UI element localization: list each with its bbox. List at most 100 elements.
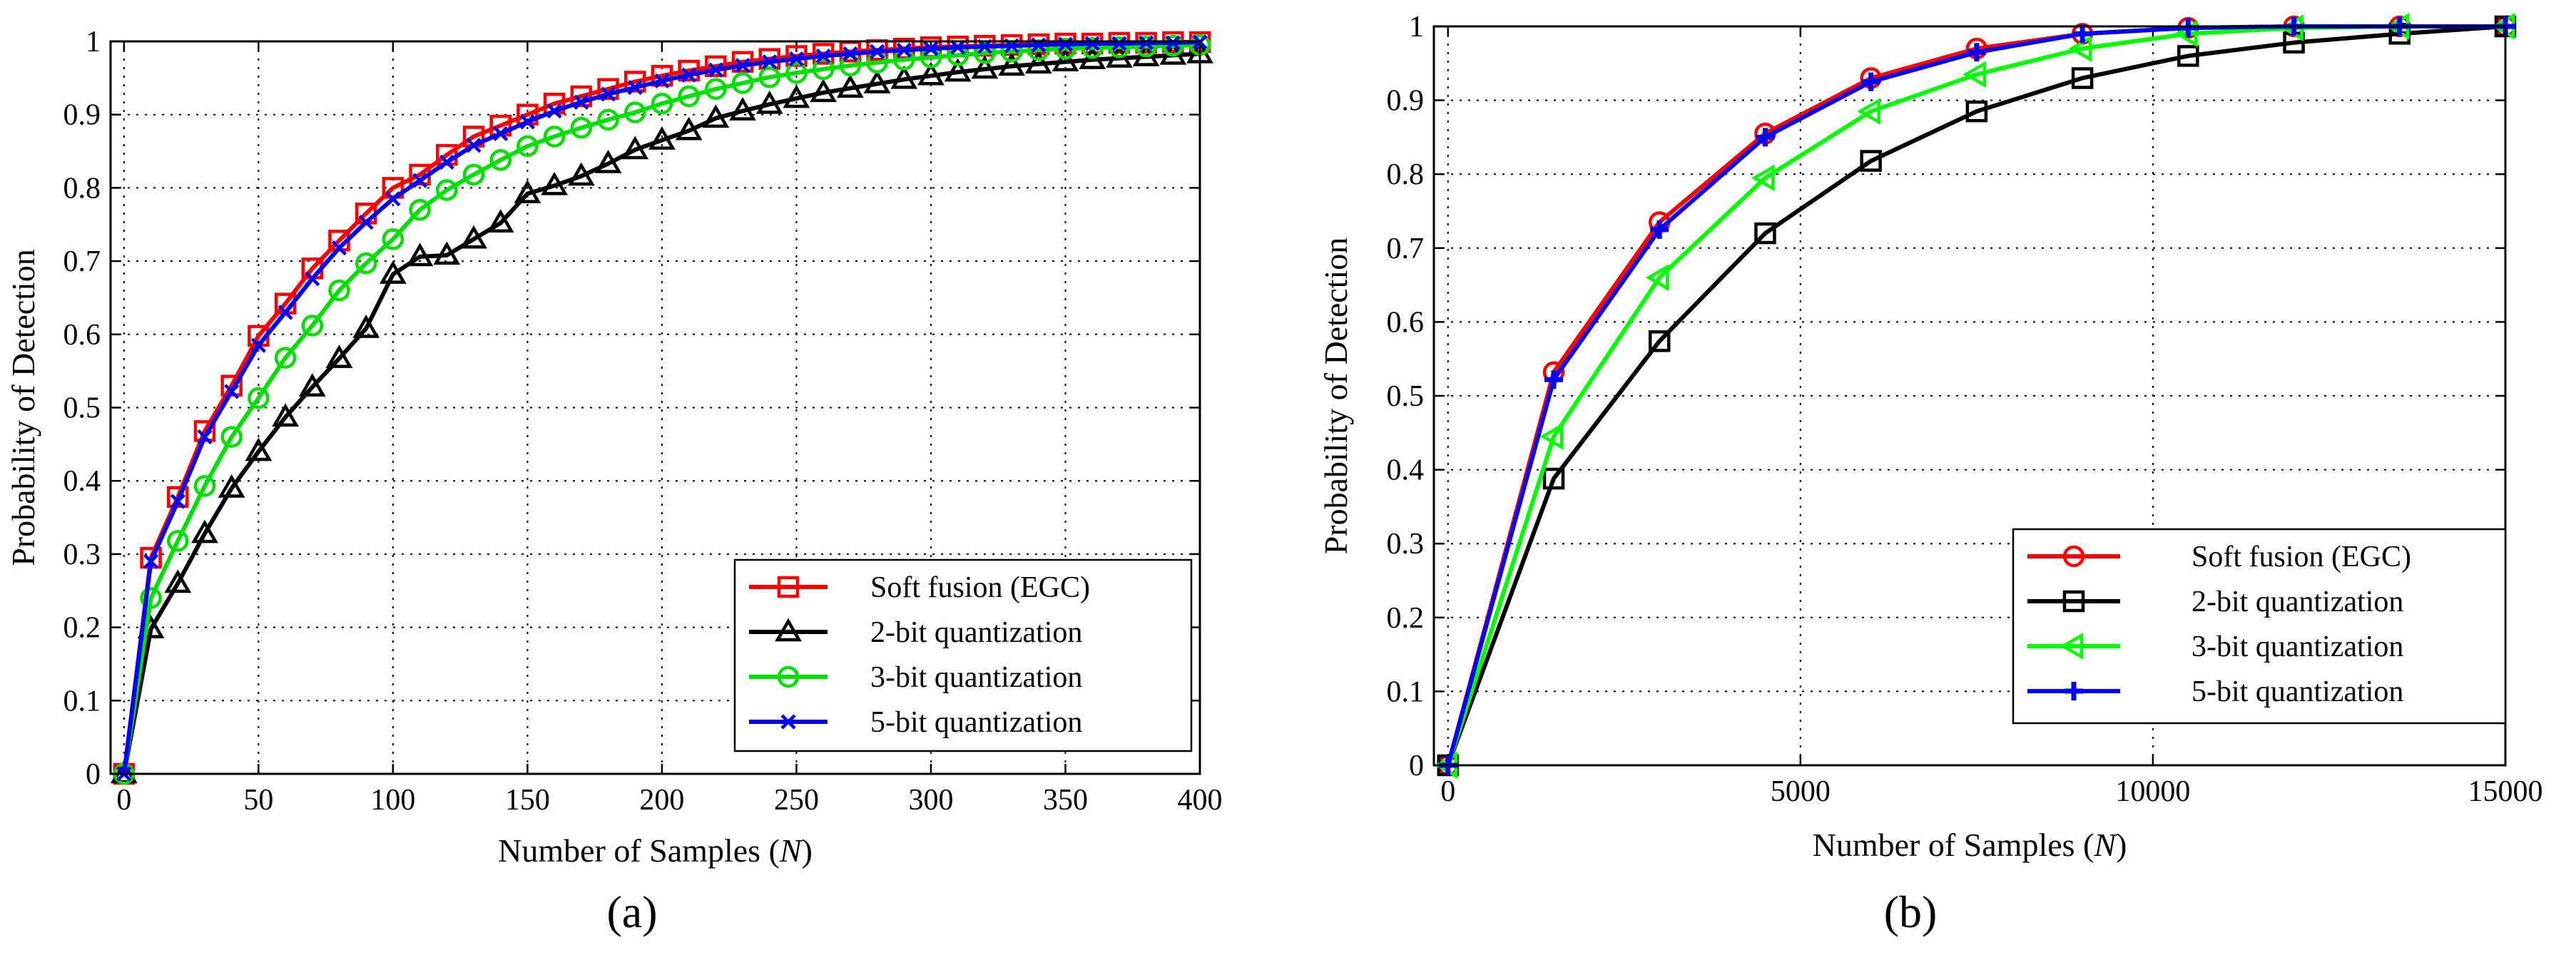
- legend: Soft fusion (EGC) 2-bit quantization 3-bit…: [733, 558, 1193, 752]
- data-point: [218, 474, 245, 498]
- panel-label: (a): [606, 887, 657, 937]
- legend-item: 3-bit quantization: [2027, 630, 2403, 663]
- series-group: [110, 31, 1213, 785]
- data-point: [406, 242, 434, 267]
- legend-marker: [780, 714, 796, 730]
- data-point: [842, 46, 858, 62]
- legend-item: Soft fusion (EGC): [2027, 541, 2411, 573]
- data-point: [810, 78, 838, 103]
- data-point: [863, 70, 891, 93]
- y-tick-label: 0.6: [1387, 306, 1425, 339]
- data-point: [944, 58, 972, 82]
- x-tick-label: 5000: [1771, 775, 1831, 808]
- legend-label: 2-bit quantization: [870, 616, 1082, 649]
- data-point: [1057, 36, 1074, 52]
- data-point: [678, 59, 700, 82]
- data-point: [519, 114, 535, 130]
- data-point: [546, 103, 562, 119]
- x-tick-label: 100: [370, 784, 415, 817]
- data-point: [224, 384, 240, 399]
- x-axis-label-var: N: [779, 832, 803, 869]
- data-point: [355, 252, 377, 275]
- data-point: [998, 52, 1025, 76]
- series-line: [121, 51, 1201, 775]
- legend-label: 2-bit quantization: [2191, 586, 2403, 618]
- data-point: [731, 72, 754, 94]
- legend-marker: [2065, 682, 2083, 700]
- data-point: [651, 93, 673, 115]
- data-point: [788, 51, 805, 67]
- legend: Soft fusion (EGC) 2-bit quantization 3-bit…: [2012, 528, 2507, 725]
- x-tick-label: 200: [639, 784, 684, 817]
- data-point: [2179, 19, 2198, 38]
- data-point: [1108, 36, 1131, 58]
- data-point: [1081, 36, 1104, 59]
- legend-item: 3-bit quantization: [749, 661, 1082, 694]
- data-point: [627, 80, 643, 96]
- data-point: [950, 39, 966, 55]
- series-5-bit-quantization: [116, 34, 1208, 782]
- data-point: [489, 149, 511, 171]
- data-point: [1648, 330, 1671, 352]
- data-point: [1054, 38, 1076, 60]
- x-tick-label: 250: [774, 784, 819, 817]
- y-tick-label: 0.2: [63, 612, 101, 645]
- x-tick-label: 50: [243, 784, 273, 817]
- data-point: [298, 373, 326, 397]
- data-point: [896, 42, 912, 58]
- data-point: [1052, 48, 1079, 72]
- data-point: [245, 437, 273, 461]
- data-point: [839, 54, 862, 77]
- data-point: [785, 61, 808, 84]
- data-point: [140, 587, 162, 609]
- data-point: [1650, 220, 1669, 239]
- data-point: [1857, 98, 1880, 126]
- legend-label: 5-bit quantization: [2191, 675, 2403, 708]
- legend-label: 3-bit quantization: [870, 661, 1082, 694]
- data-point: [460, 225, 487, 249]
- x-tick-label: 350: [1043, 784, 1088, 817]
- data-point: [191, 519, 218, 543]
- x-tick-label: 300: [908, 784, 953, 817]
- data-point: [570, 85, 593, 108]
- data-point: [328, 279, 350, 302]
- data-point: [1079, 46, 1106, 69]
- chart-panel-a: 0 50 100 150 200 250 300 350 400 0 0.1 0.2 0.3 0.4 0.5…: [5, 26, 1223, 937]
- data-point: [648, 126, 676, 150]
- data-point: [1105, 44, 1133, 68]
- data-point: [543, 126, 566, 148]
- data-point: [412, 173, 428, 188]
- data-point: [248, 387, 270, 409]
- data-point: [541, 171, 569, 195]
- data-point: [812, 58, 835, 81]
- y-tick-label: 0: [86, 758, 101, 791]
- y-tick-label: 0.4: [63, 465, 101, 498]
- data-point: [917, 61, 945, 86]
- data-point: [305, 271, 320, 287]
- data-point: [1962, 61, 1987, 88]
- y-tick-label: 1: [86, 26, 101, 58]
- data-point: [651, 65, 673, 87]
- x-tick-label: 150: [505, 784, 550, 817]
- data-point: [1645, 264, 1669, 292]
- axes-frame: [1432, 25, 2507, 767]
- legend-marker: [777, 576, 800, 598]
- y-axis-label: Probability of Detection: [1318, 238, 1354, 555]
- x-axis-label: Number of Samples (N): [1813, 827, 2127, 863]
- data-point: [570, 116, 593, 139]
- data-point: [1861, 72, 1880, 91]
- data-point: [974, 42, 996, 64]
- data-point: [1544, 370, 1563, 389]
- data-point: [143, 553, 159, 569]
- data-point: [708, 62, 723, 78]
- data-point: [193, 475, 216, 497]
- axes-frame: [109, 40, 1201, 775]
- x-tick-label: 10000: [2115, 775, 2190, 808]
- data-point: [815, 48, 831, 64]
- data-point: [1965, 100, 1988, 123]
- data-point: [1754, 222, 1776, 245]
- data-point: [1111, 36, 1127, 51]
- data-point: [597, 108, 619, 131]
- legend-label: Soft fusion (EGC): [2191, 541, 2411, 573]
- data-point: [352, 315, 380, 338]
